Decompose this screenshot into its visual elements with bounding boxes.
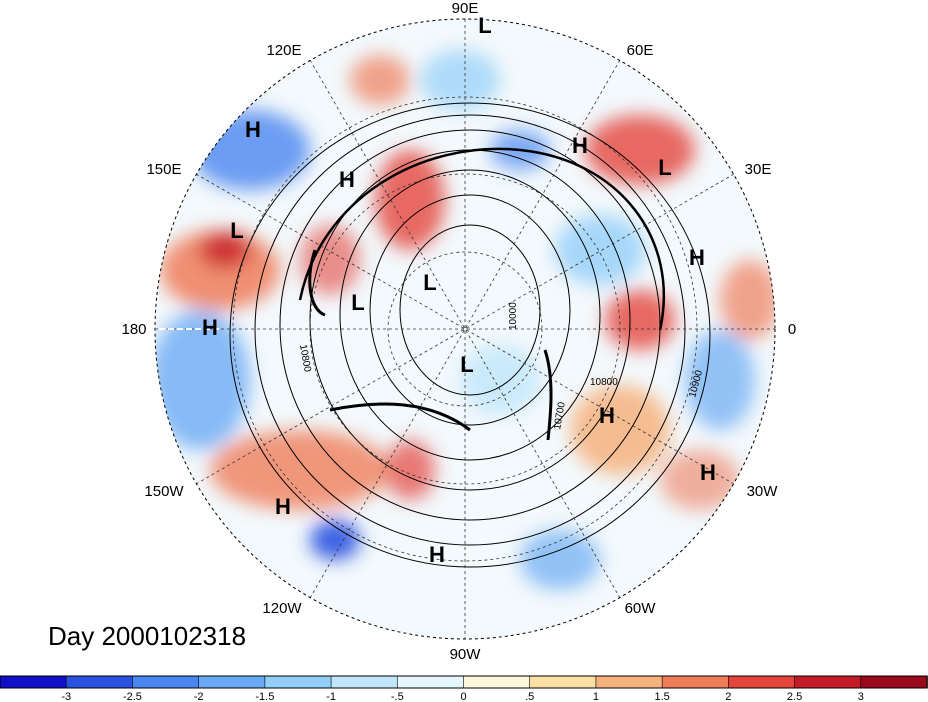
colorbar-swatch xyxy=(529,675,597,689)
lon-label-150w: 150W xyxy=(144,483,184,500)
colorbar-tick-label: -1 xyxy=(326,691,336,702)
colorbar-swatch xyxy=(794,675,862,689)
map-title: Day 2000102318 xyxy=(48,621,246,651)
lon-label-90w: 90W xyxy=(450,646,482,663)
colorbar-swatch xyxy=(661,675,730,689)
colorbar: -3 -2.5 -2 -1.5 -1 -.5 0 .5 1 1.5 2 2.5 3 xyxy=(0,675,928,702)
pressure-centers: L H H L L H H L L H H H L H H xyxy=(202,13,716,567)
graticule xyxy=(155,19,775,639)
height-contours xyxy=(229,102,711,568)
pressure-center-marker: H xyxy=(572,133,588,158)
map-boundary xyxy=(154,18,776,640)
contour-label: 10000 xyxy=(508,302,519,330)
pressure-center-marker: L xyxy=(351,290,364,315)
pressure-center-marker: L xyxy=(230,218,243,243)
pressure-center-marker: H xyxy=(275,494,291,519)
pressure-center-marker: L xyxy=(423,270,436,295)
lon-label-60e: 60E xyxy=(627,42,654,59)
colorbar-tick-label: -1.5 xyxy=(255,691,274,702)
colorbar-tick-label: 2 xyxy=(725,691,731,702)
longitude-labels: 90E 60E 30E 0 30W 60W 90W 120W 150W 180 … xyxy=(121,0,796,663)
lon-label-180: 180 xyxy=(121,321,146,338)
colorbar-tick-label: -3 xyxy=(61,691,71,702)
pressure-center-marker: H xyxy=(599,403,615,428)
pressure-center-marker: H xyxy=(245,117,261,142)
lon-label-120w: 120W xyxy=(262,600,302,617)
colorbar-swatch xyxy=(330,675,399,689)
contour-label: 10800 xyxy=(297,344,313,374)
colorbar-tick-label: 1.5 xyxy=(654,691,669,702)
colorbar-tick-label: 2.5 xyxy=(787,691,802,702)
colorbar-swatch xyxy=(65,675,134,689)
pressure-center-marker: H xyxy=(202,315,218,340)
pressure-center-marker: L xyxy=(478,13,491,38)
colorbar-tick-label: -2.5 xyxy=(123,691,142,702)
colorbar-tick-label: -.5 xyxy=(391,691,404,702)
pressure-center-marker: H xyxy=(339,167,355,192)
colorbar-tick-label: .5 xyxy=(525,691,534,702)
colorbar-tick-label: 3 xyxy=(858,691,864,702)
pressure-center-marker: H xyxy=(429,542,445,567)
colorbar-tick-label: 0 xyxy=(460,691,466,702)
colorbar-swatch xyxy=(463,675,531,689)
lon-label-150e: 150E xyxy=(146,161,181,178)
anomaly-field xyxy=(155,19,775,639)
colorbar-tick-label: 1 xyxy=(593,691,599,702)
colorbar-swatch xyxy=(132,675,200,689)
pressure-center-marker: H xyxy=(700,460,716,485)
pressure-center-marker: L xyxy=(460,352,473,377)
lon-label-90e: 90E xyxy=(452,0,479,17)
colorbar-swatch xyxy=(198,675,266,689)
lon-label-30w: 30W xyxy=(747,483,779,500)
colorbar-swatch xyxy=(264,675,332,689)
lon-label-30e: 30E xyxy=(745,161,772,178)
lon-label-60w: 60W xyxy=(625,600,657,617)
colorbar-swatch xyxy=(595,675,663,689)
pressure-center-marker: H xyxy=(689,245,705,270)
lon-label-120e: 120E xyxy=(266,42,301,59)
colorbar-swatches xyxy=(0,675,928,689)
lon-label-0: 0 xyxy=(788,321,796,338)
contour-label: 10700 xyxy=(552,401,568,431)
colorbar-swatch xyxy=(860,675,928,689)
contour-label: 10800 xyxy=(590,377,618,388)
colorbar-swatch xyxy=(0,675,68,689)
colorbar-swatch xyxy=(396,675,465,689)
colorbar-ticks: -3 -2.5 -2 -1.5 -1 -.5 0 .5 1 1.5 2 2.5 3 xyxy=(61,691,864,702)
pressure-center-marker: L xyxy=(658,155,671,180)
colorbar-tick-label: -2 xyxy=(194,691,204,702)
colorbar-swatch xyxy=(728,675,796,689)
